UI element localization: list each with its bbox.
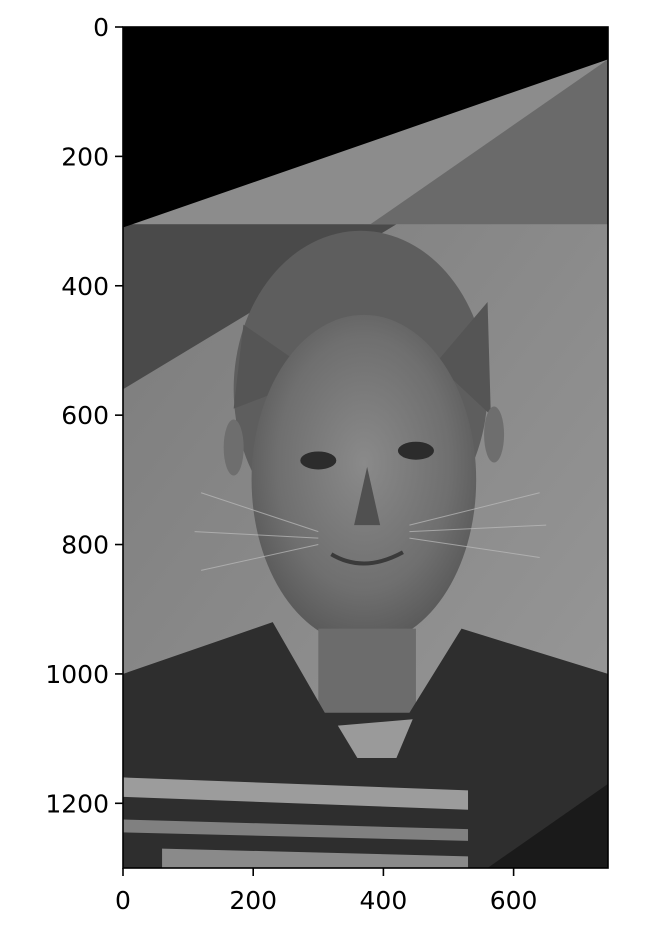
y-tick-label: 200 (61, 142, 109, 171)
y-tick-label: 800 (61, 531, 109, 560)
shirt-stripe-3 (162, 848, 469, 868)
corner-lower-right (487, 783, 608, 868)
black-region (123, 27, 608, 228)
whisker-1 (194, 531, 319, 539)
whisker-5 (409, 537, 540, 558)
x-tick-label: 400 (360, 886, 408, 915)
neck (318, 628, 416, 726)
cat-ear-right (435, 301, 491, 416)
mouth (330, 550, 404, 566)
y-tick-label: 1000 (45, 660, 109, 689)
eye-right (397, 441, 434, 460)
x-tick-label: 200 (229, 886, 277, 915)
x-tick-label: 600 (490, 886, 538, 915)
whisker-4 (409, 524, 547, 533)
face-shape (251, 314, 477, 645)
axes-frame (122, 26, 609, 869)
whisker-2 (201, 544, 319, 571)
undershirt (337, 719, 413, 759)
hybrid-image (123, 27, 608, 868)
shirt-stripe-1 (123, 777, 469, 810)
x-tick-label: 0 (115, 886, 131, 915)
y-tick-label: 0 (93, 13, 109, 42)
y-tick-label: 1200 (45, 789, 109, 818)
eye-left (300, 451, 337, 470)
y-tick-label: 600 (61, 401, 109, 430)
whisker-0 (200, 492, 319, 533)
ear-left (223, 419, 244, 476)
ear-right (484, 406, 505, 463)
whisker-3 (409, 492, 540, 526)
shirt-stripe-2 (123, 819, 469, 841)
y-tick-label: 400 (61, 272, 109, 301)
cat-ear-left (233, 324, 319, 409)
y-axis: 0 200 400 600 800 1000 1200 (45, 13, 123, 818)
upper-wedge (370, 59, 608, 225)
x-axis: 0 200 400 600 (115, 868, 537, 915)
nose (354, 466, 381, 526)
